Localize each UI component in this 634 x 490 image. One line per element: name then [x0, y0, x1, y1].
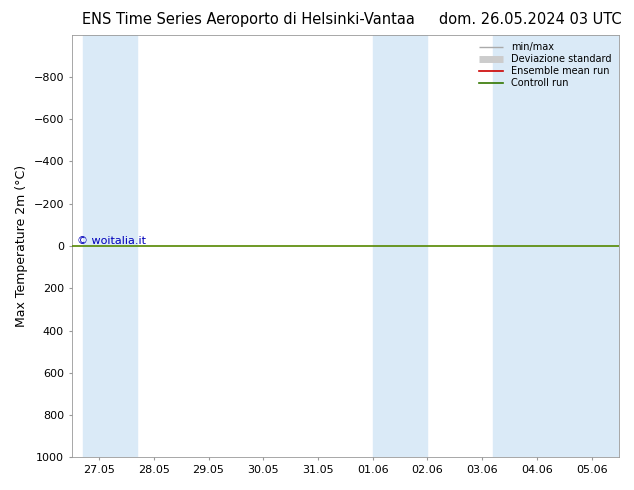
Text: © woitalia.it: © woitalia.it — [77, 236, 146, 246]
Legend: min/max, Deviazione standard, Ensemble mean run, Controll run: min/max, Deviazione standard, Ensemble m… — [476, 40, 614, 91]
Text: ENS Time Series Aeroporto di Helsinki-Vantaa: ENS Time Series Aeroporto di Helsinki-Va… — [82, 12, 415, 27]
Bar — [493, 35, 619, 457]
Text: dom. 26.05.2024 03 UTC: dom. 26.05.2024 03 UTC — [439, 12, 621, 27]
Bar — [373, 35, 427, 457]
Y-axis label: Max Temperature 2m (°C): Max Temperature 2m (°C) — [15, 165, 28, 327]
Bar — [82, 35, 138, 457]
